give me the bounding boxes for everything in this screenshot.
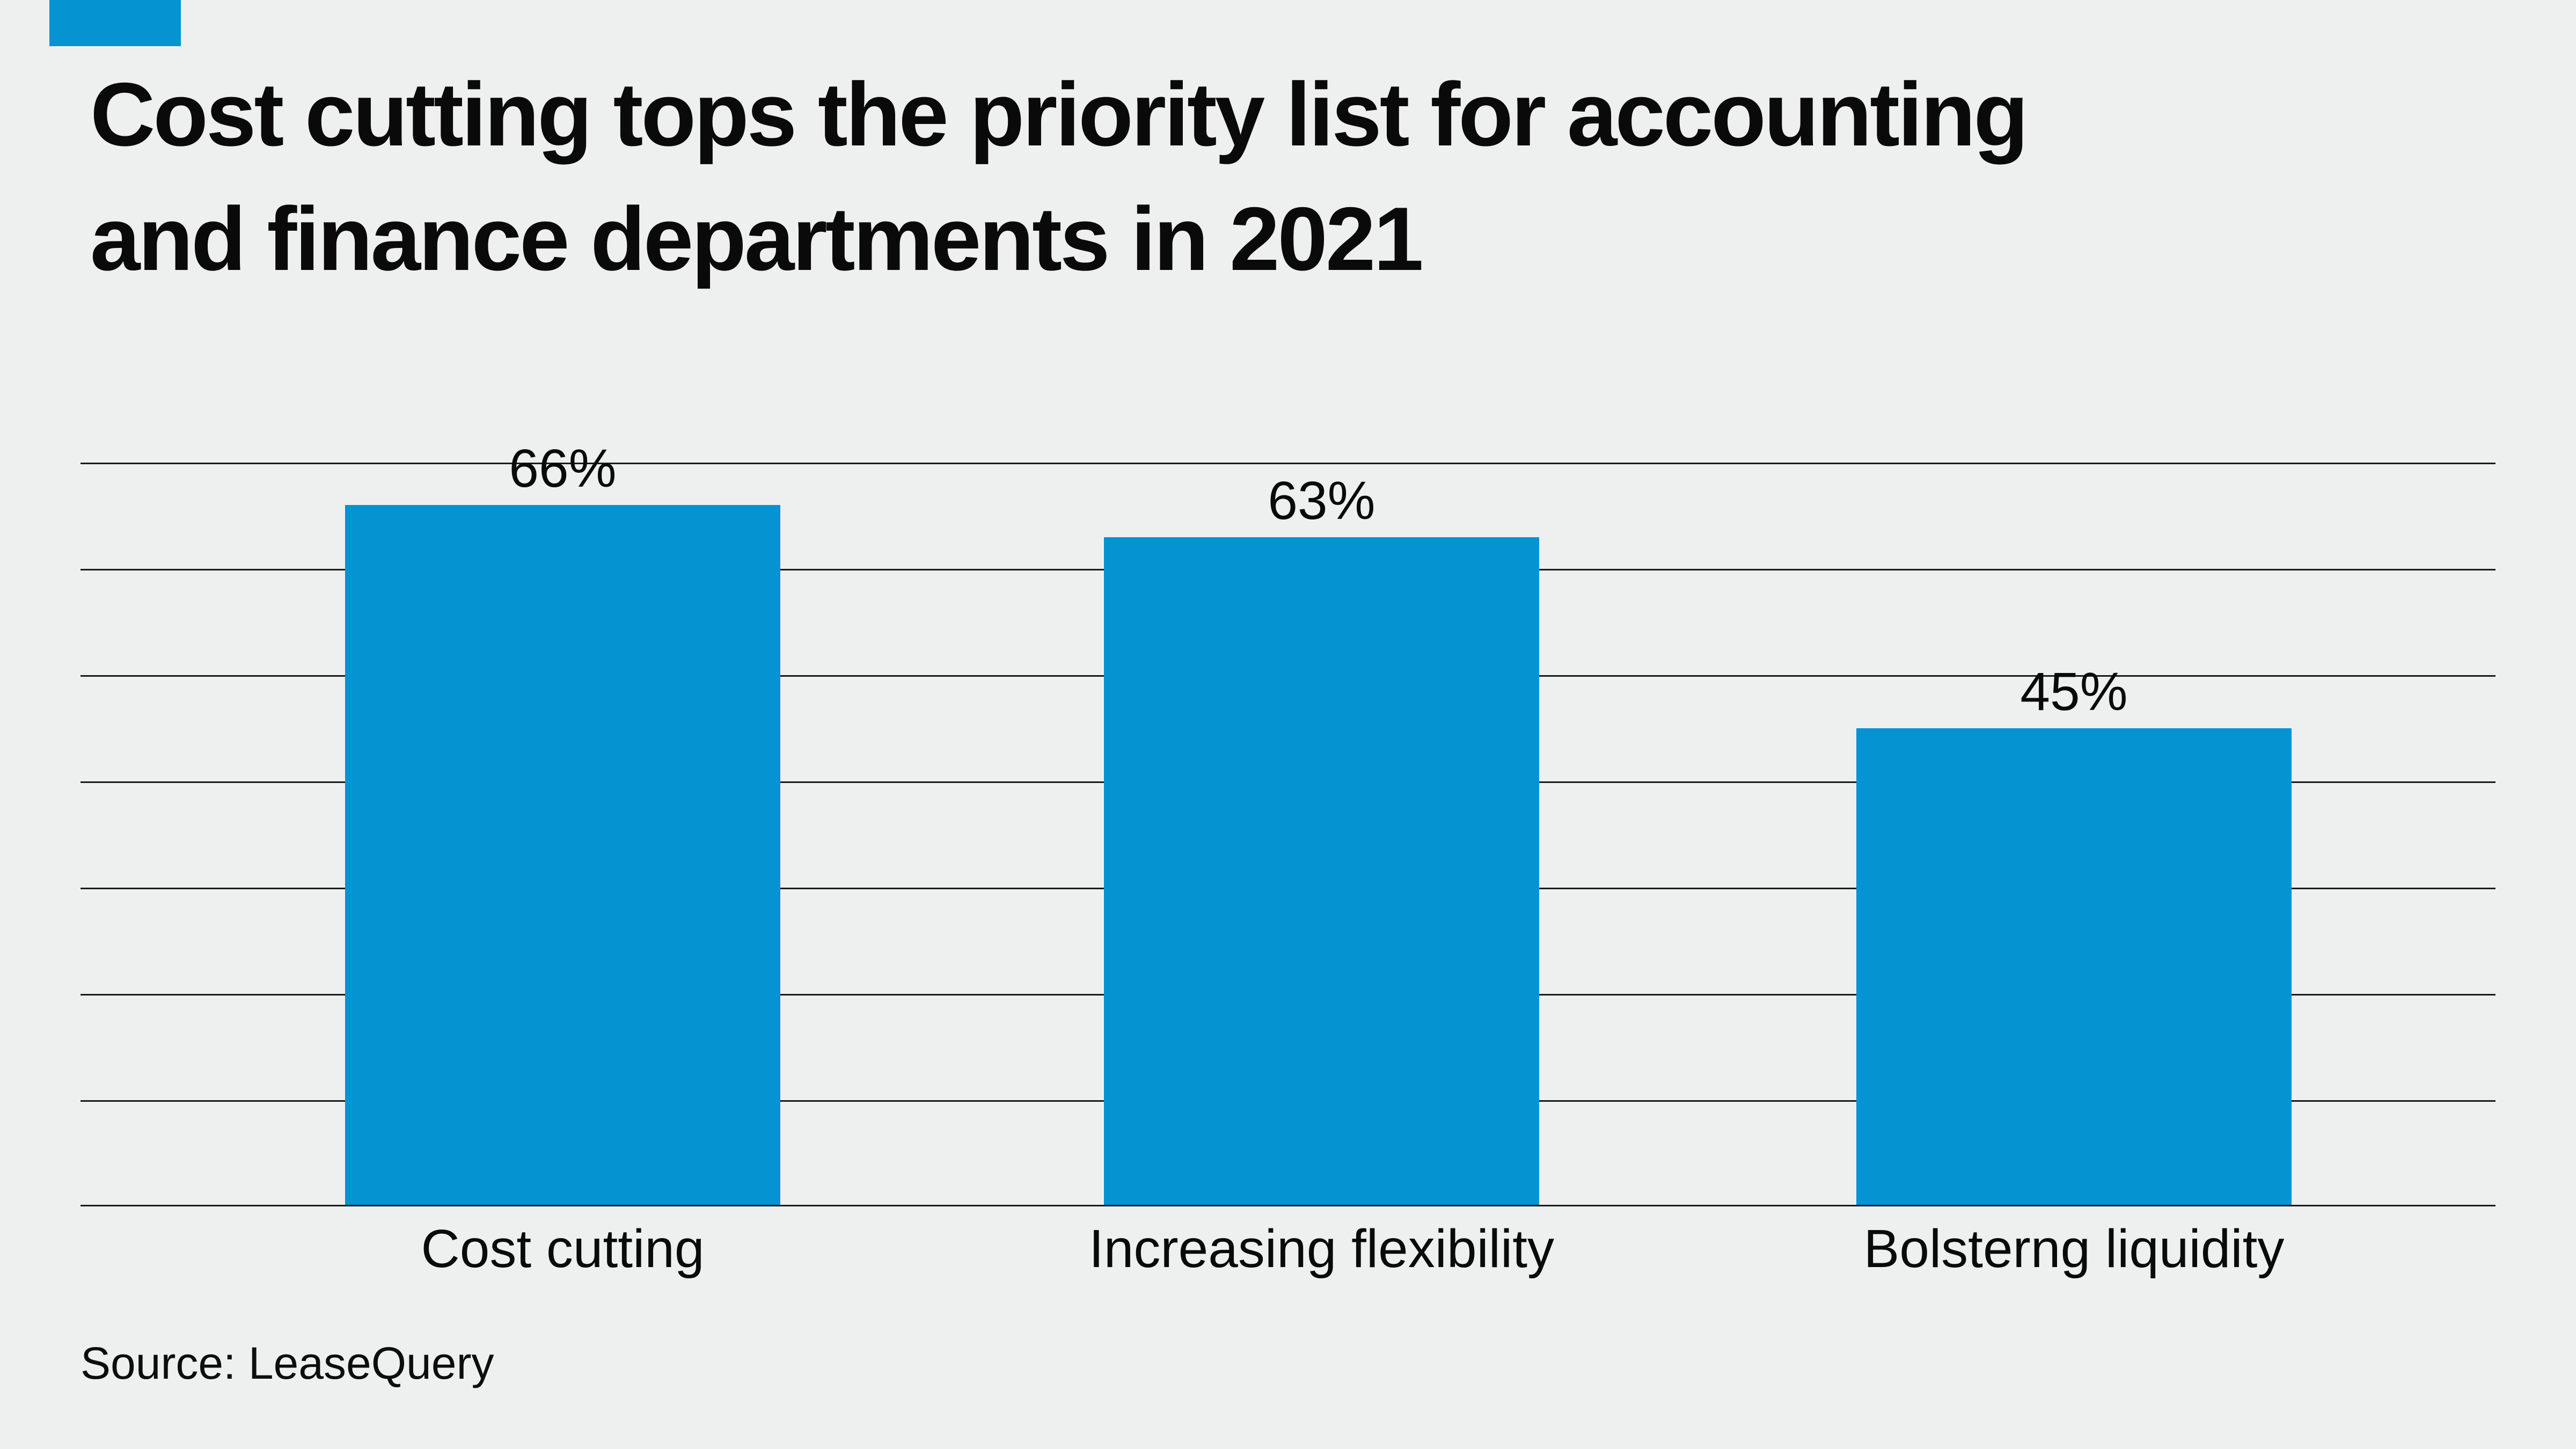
bar-group-increasing-flexibility: 63% Increasing flexibility (1089, 463, 1554, 1279)
value-label-cost-cutting: 66% (509, 438, 617, 499)
chart-title-line-1: Cost cutting tops the priority list for … (90, 64, 2029, 165)
chart-title-line-2: and finance departments in 2021 (90, 188, 1424, 289)
value-label-bolsterng-liquidity: 45% (2020, 662, 2128, 722)
bar-cost-cutting: 66% (345, 438, 780, 1206)
axis-baseline (80, 1205, 2496, 1206)
value-label-increasing-flexibility: 63% (1268, 470, 1375, 531)
category-label-increasing-flexibility: Increasing flexibility (1088, 1219, 1555, 1279)
bar-group-bolsterng-liquidity: 45% Bolsterng liquidity (1856, 463, 2292, 1279)
plot-area: 66% Cost cutting 63% Increasing flexibil… (80, 438, 2496, 1279)
source-note: Source: LeaseQuery (80, 1338, 494, 1388)
bar-bolsterng-liquidity: 45% (1856, 662, 2292, 1206)
brand-accent-tab (49, 0, 181, 46)
category-label-cost-cutting: Cost cutting (421, 1219, 705, 1279)
chart-title: Cost cutting tops the priority list for … (90, 53, 2537, 302)
gridline (80, 463, 2496, 464)
category-label-bolsterng-liquidity: Bolsterng liquidity (1863, 1219, 2285, 1279)
bar-group-cost-cutting: 66% Cost cutting (345, 438, 780, 1279)
bar-increasing-flexibility: 63% (1104, 471, 1539, 1206)
